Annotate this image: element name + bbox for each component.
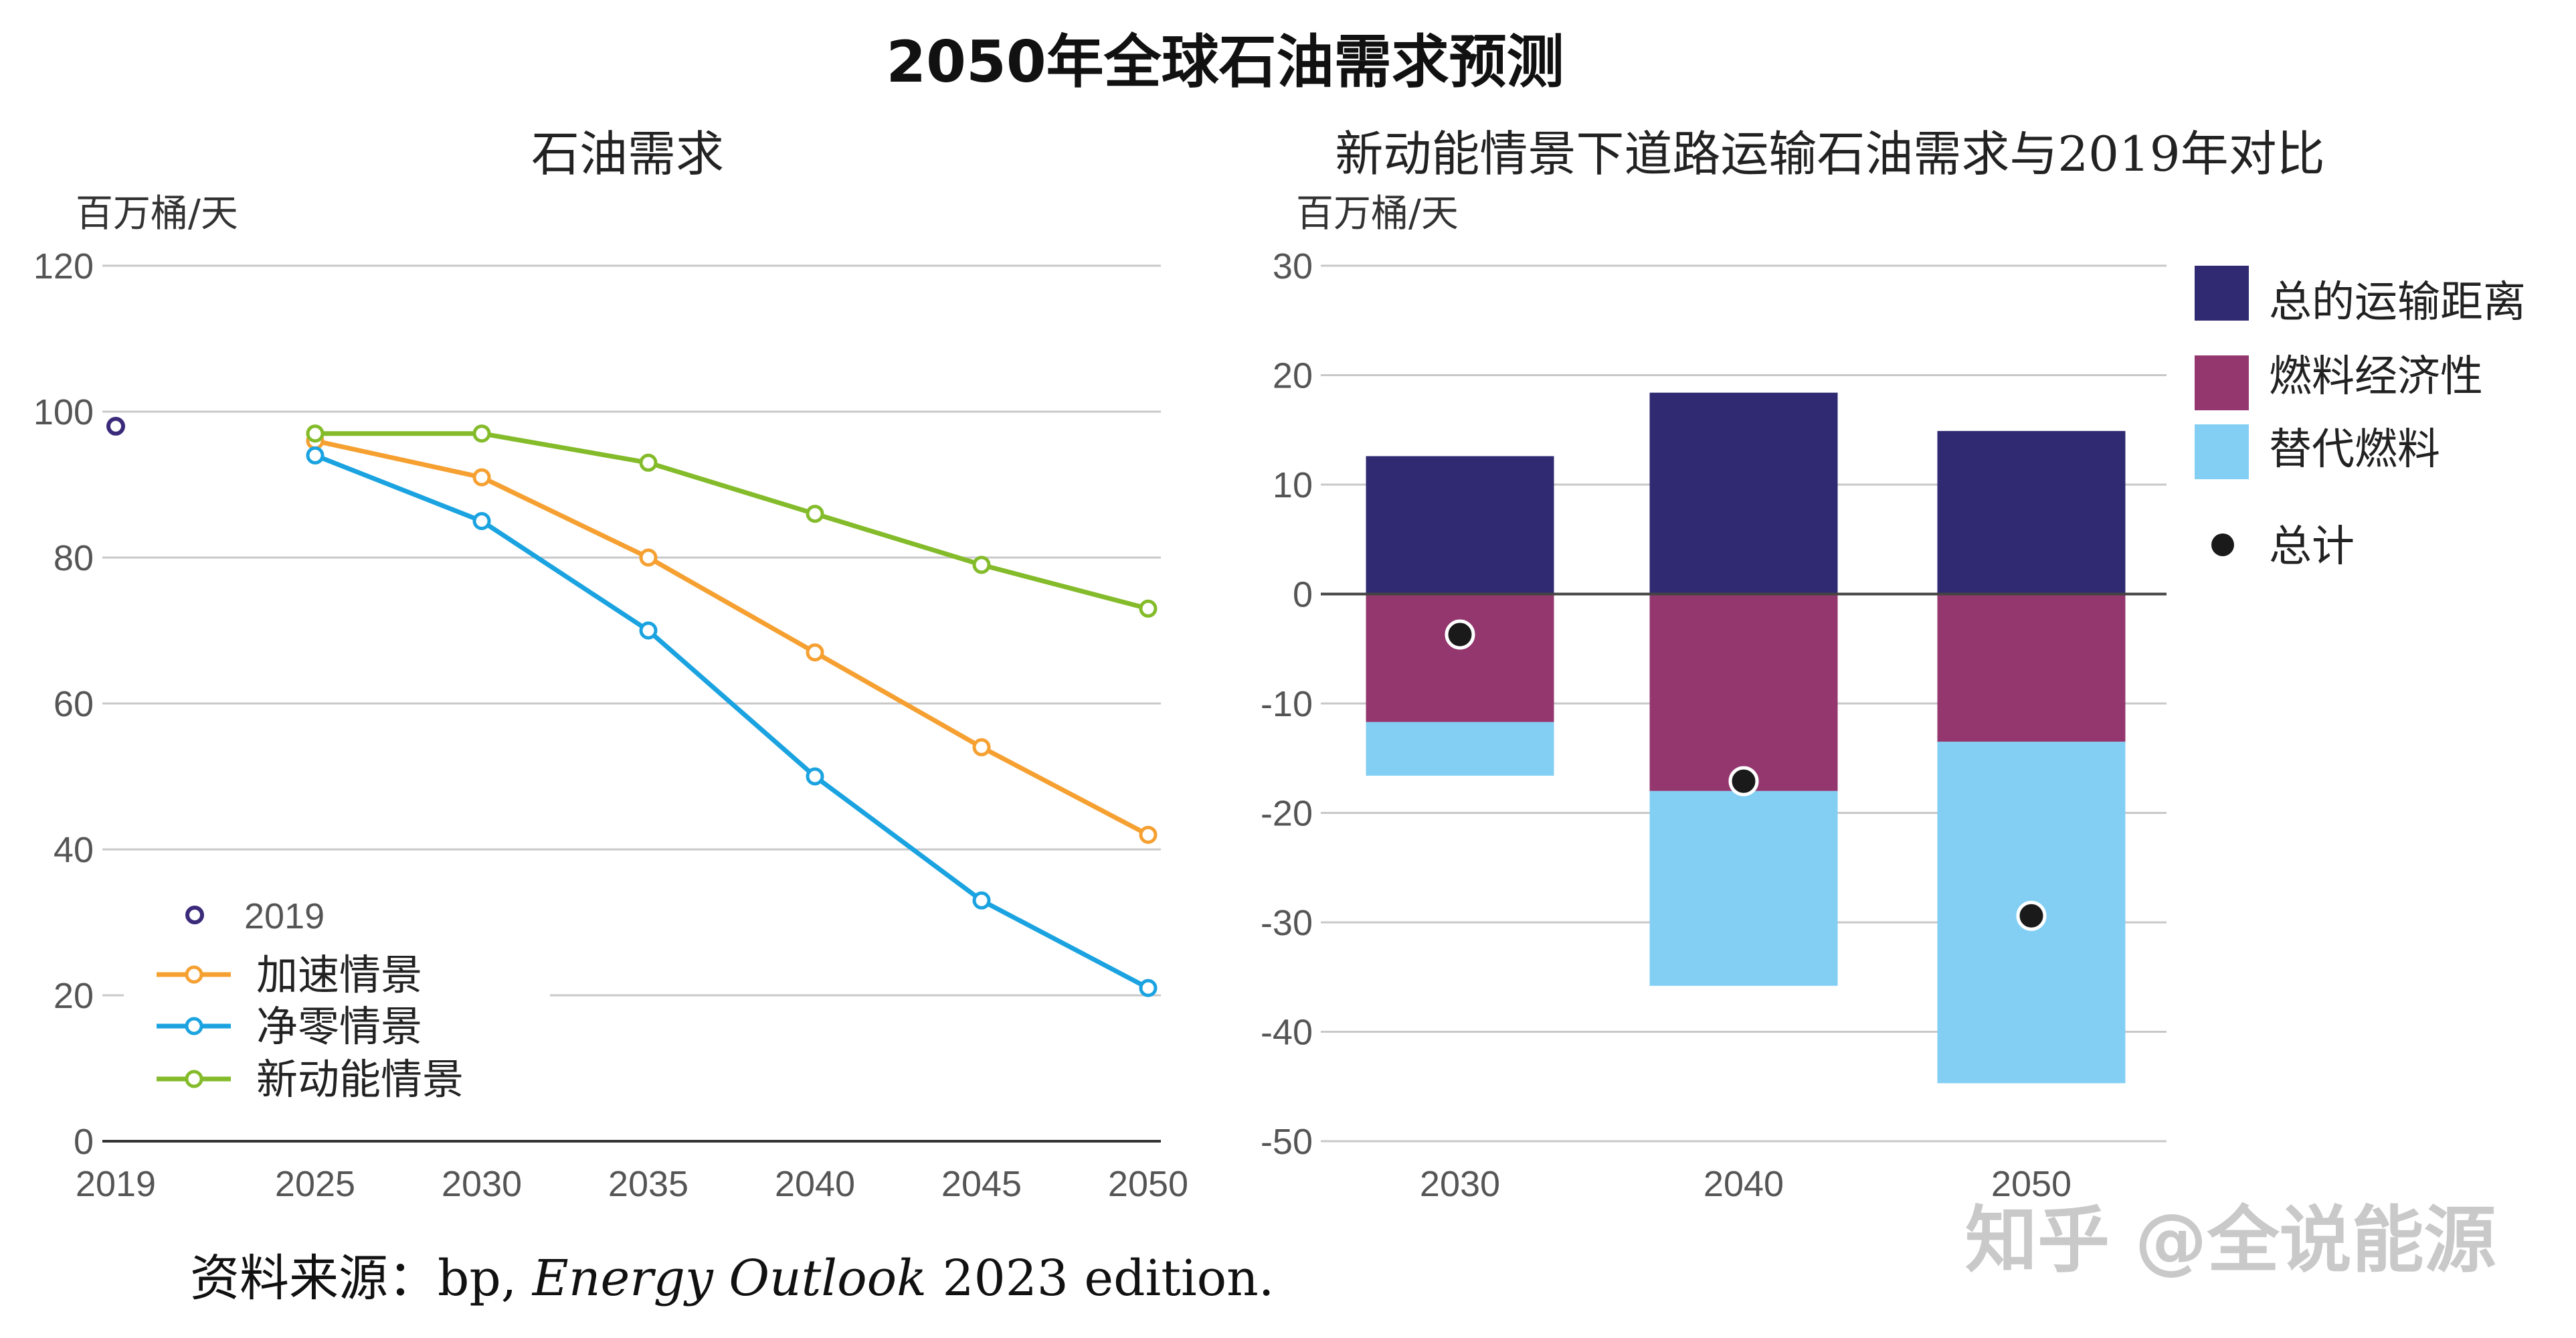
x-tick-label: 2040	[775, 1164, 855, 1204]
source-suffix: 2023 edition.	[927, 1250, 1274, 1307]
x-tick-label: 2030	[442, 1164, 522, 1204]
data-point	[1139, 979, 1158, 997]
y-tick-label: -30	[1261, 903, 1313, 943]
legend-marker	[185, 1017, 203, 1035]
bar-segment-0	[1366, 456, 1554, 594]
x-tick-label: 2045	[941, 1164, 1022, 1204]
right-y-unit: 百万桶/天	[1296, 192, 1459, 236]
legend-label: 新动能情景	[256, 1055, 464, 1104]
data-point	[972, 738, 991, 756]
bar-segment-2	[1649, 790, 1838, 986]
y-tick-label: 120	[33, 246, 94, 286]
legend-swatch	[2195, 424, 2249, 479]
data-point	[806, 643, 824, 662]
legend-marker-2019	[185, 906, 204, 924]
x-tick-label: 2050	[1991, 1164, 2072, 1204]
data-point-2019	[106, 416, 125, 436]
source-note: 资料来源：bp, Energy Outlook 2023 edition.	[190, 1250, 1274, 1307]
x-tick-label: 2025	[275, 1164, 355, 1204]
y-tick-label: 100	[33, 392, 94, 432]
data-point	[306, 424, 325, 443]
data-point	[306, 446, 325, 465]
x-tick-label: 2030	[1420, 1164, 1500, 1204]
y-tick-label: 10	[1273, 465, 1313, 505]
legend-swatch	[2195, 266, 2249, 321]
left-chart-title: 石油需求	[531, 126, 724, 182]
total-point	[1728, 766, 1759, 797]
legend-label-2019: 2019	[244, 896, 325, 936]
legend-swatch	[2195, 355, 2249, 410]
legend-label: 加速情景	[256, 950, 422, 999]
y-tick-label: 40	[54, 830, 94, 870]
data-point	[972, 556, 991, 574]
y-tick-label: 60	[54, 684, 94, 724]
y-tick-label: 0	[74, 1122, 94, 1162]
legend-marker	[185, 965, 203, 984]
bar-segment-0	[1937, 430, 2126, 594]
bar-segment-2	[1366, 722, 1554, 776]
data-point	[806, 505, 824, 523]
data-point	[472, 512, 491, 530]
data-point	[972, 891, 991, 910]
watermark: 知乎 @全说能源	[1965, 1199, 2496, 1282]
data-point	[472, 468, 491, 487]
legend-label: 燃料经济性	[2269, 352, 2483, 402]
y-tick-label: 20	[54, 976, 94, 1016]
series-line-0	[314, 438, 1149, 837]
y-tick-label: -50	[1261, 1122, 1313, 1162]
data-point	[639, 453, 658, 472]
legend-label: 净零情景	[256, 1002, 422, 1051]
data-point	[472, 424, 491, 443]
y-tick-label: 30	[1273, 246, 1313, 286]
legend-label: 总计	[2269, 522, 2355, 572]
bar-segment-1	[1937, 594, 2126, 742]
legend-label: 替代燃料	[2269, 425, 2440, 475]
data-point	[639, 621, 658, 640]
y-tick-label: 20	[1273, 356, 1313, 396]
right-chart-title: 新动能情景下道路运输石油需求与2019年对比	[1335, 126, 2324, 182]
y-tick-label: -20	[1261, 794, 1313, 834]
y-tick-label: -10	[1261, 684, 1313, 724]
figure-title: 2050年全球石油需求预测	[886, 29, 1564, 96]
series-line-2	[315, 431, 1149, 611]
source-prefix: 资料来源：bp,	[190, 1250, 533, 1307]
data-point	[639, 548, 658, 567]
total-point	[2016, 900, 2047, 931]
total-point	[1445, 619, 1475, 650]
legend-total-marker	[2211, 533, 2234, 556]
y-tick-label: 80	[54, 538, 94, 578]
bar-segment-1	[1649, 594, 1838, 791]
x-tick-label: 2050	[1108, 1164, 1188, 1204]
source-italic: Energy Outlook	[531, 1250, 927, 1307]
legend-marker	[185, 1070, 203, 1088]
series-line-1	[314, 453, 1149, 991]
data-point	[1139, 599, 1158, 618]
data-point	[1139, 825, 1158, 844]
bar-segment-0	[1649, 392, 1838, 594]
left-y-unit: 百万桶/天	[76, 192, 238, 236]
data-point	[806, 767, 824, 786]
x-tick-label: 2040	[1704, 1164, 1784, 1204]
bar-segment-1	[1366, 594, 1554, 722]
legend-label: 总的运输距离	[2269, 278, 2526, 327]
y-tick-label: -40	[1261, 1013, 1313, 1053]
x-tick-label: 2035	[608, 1164, 688, 1204]
x-tick-label: 2019	[76, 1164, 156, 1204]
y-tick-label: 0	[1293, 575, 1313, 615]
